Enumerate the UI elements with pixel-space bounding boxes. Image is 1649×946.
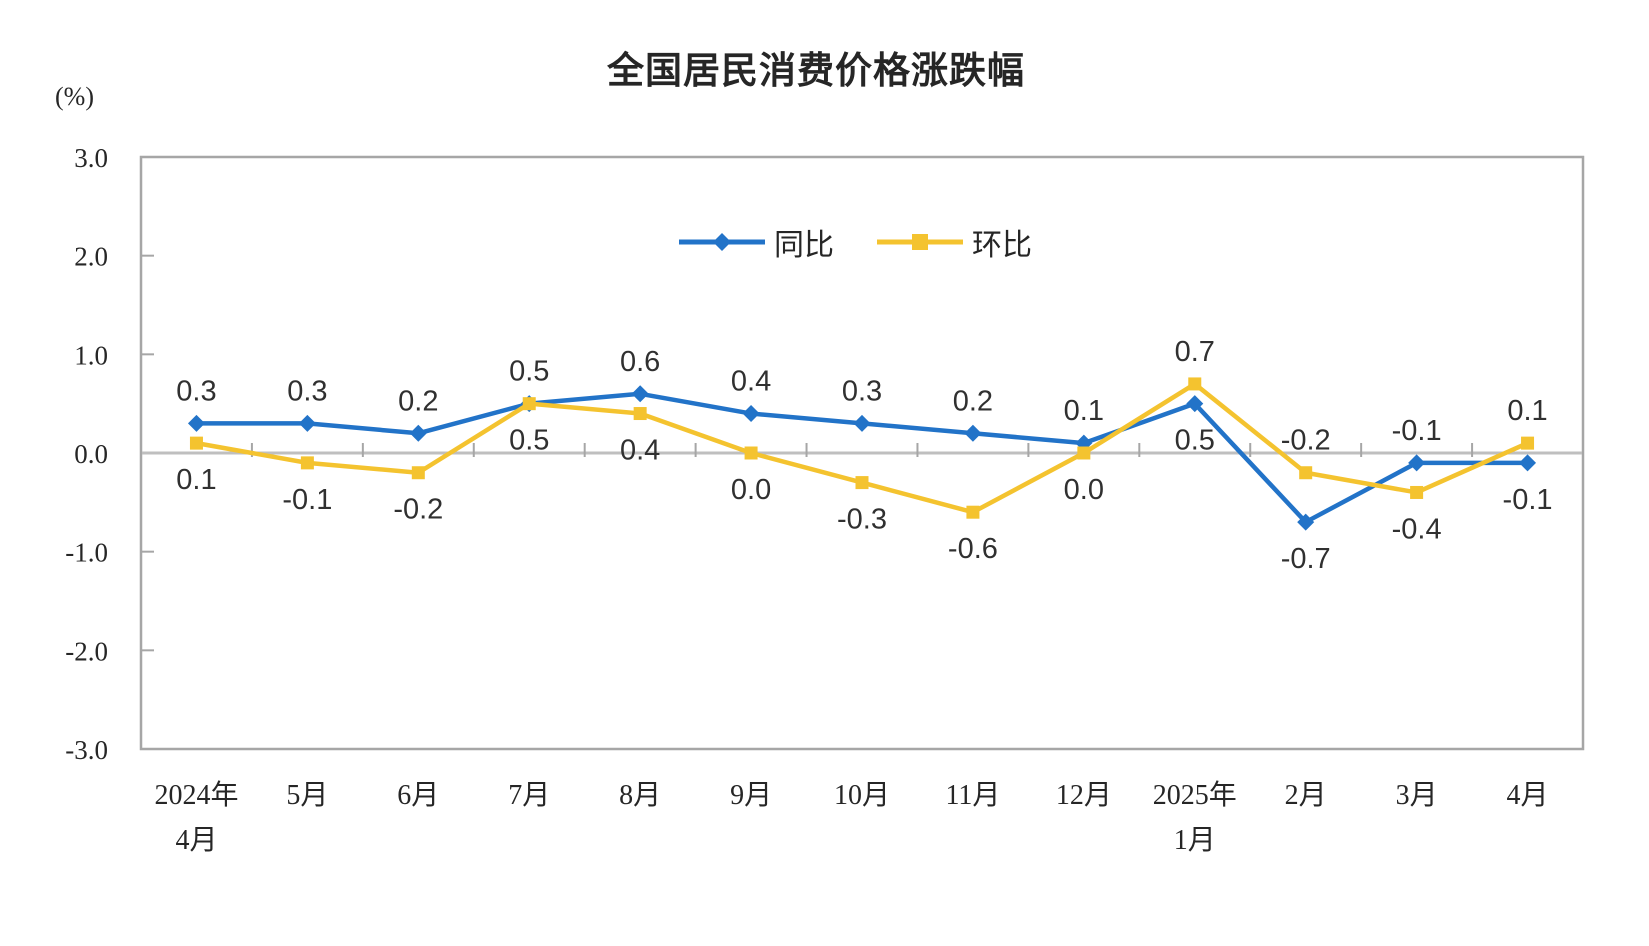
y-tick-label: 0.0 bbox=[74, 439, 108, 469]
data-label-yoy: 0.2 bbox=[953, 385, 993, 417]
marker-square bbox=[411, 466, 425, 480]
marker-square bbox=[855, 476, 869, 490]
marker-square bbox=[1077, 446, 1091, 460]
marker-diamond bbox=[853, 414, 871, 432]
y-axis-unit-label: (%) bbox=[55, 82, 94, 111]
data-label-mom: -0.1 bbox=[282, 484, 332, 516]
marker-diamond bbox=[742, 405, 760, 423]
data-label-mom: -0.2 bbox=[1281, 425, 1331, 457]
category-label: 3月 bbox=[1396, 780, 1438, 811]
marker-diamond bbox=[631, 385, 649, 403]
marker-square bbox=[1521, 436, 1535, 450]
category-label: 2月 bbox=[1285, 780, 1327, 811]
data-label-yoy: 0.4 bbox=[731, 366, 771, 398]
marker-square bbox=[1410, 485, 1424, 499]
category-label: 4月 bbox=[1507, 780, 1549, 811]
data-label-mom: 0.1 bbox=[176, 464, 216, 496]
marker-square bbox=[522, 397, 536, 411]
data-label-mom: -0.3 bbox=[837, 504, 887, 536]
y-tick-label: 2.0 bbox=[74, 242, 108, 272]
data-label-mom: -0.2 bbox=[393, 494, 443, 526]
data-label-mom: 0.0 bbox=[731, 474, 771, 506]
data-label-yoy: 0.1 bbox=[1064, 395, 1104, 427]
data-label-yoy: 0.3 bbox=[176, 375, 216, 407]
y-tick-label: 3.0 bbox=[74, 143, 108, 173]
y-tick-label: -1.0 bbox=[65, 538, 108, 568]
category-label: 6月 bbox=[397, 780, 439, 811]
mom-line-swatch bbox=[877, 234, 963, 250]
marker-diamond bbox=[1297, 513, 1315, 531]
marker-square bbox=[633, 407, 647, 421]
y-tick-label: -2.0 bbox=[65, 636, 108, 666]
data-label-yoy: 0.2 bbox=[398, 385, 438, 417]
marker-square bbox=[966, 505, 980, 519]
data-label-yoy: 0.6 bbox=[620, 346, 660, 378]
data-label-mom: 0.1 bbox=[1507, 395, 1547, 427]
marker-square bbox=[1188, 377, 1202, 391]
chart-title: 全国居民消费价格涨跌幅 bbox=[607, 50, 1025, 91]
marker-square bbox=[744, 446, 758, 460]
data-label-yoy: 0.3 bbox=[842, 375, 882, 407]
category-label: 2025年 bbox=[1153, 779, 1237, 811]
category-label: 9月 bbox=[730, 780, 772, 811]
marker-square bbox=[1299, 466, 1313, 480]
data-label-yoy: 0.3 bbox=[287, 375, 327, 407]
y-tick-label: 1.0 bbox=[74, 340, 108, 370]
y-tick-label: -3.0 bbox=[65, 735, 108, 765]
category-label: 8月 bbox=[619, 780, 661, 811]
marker-diamond bbox=[1519, 454, 1537, 472]
data-label-yoy: 0.5 bbox=[1175, 425, 1215, 457]
category-label: 4月 bbox=[175, 825, 217, 856]
marker-diamond bbox=[187, 414, 205, 432]
marker-diamond bbox=[1186, 395, 1204, 413]
marker-diamond bbox=[1408, 454, 1426, 472]
data-label-yoy: 0.5 bbox=[509, 356, 549, 388]
data-label-yoy: -0.1 bbox=[1392, 415, 1442, 447]
data-label-mom: 0.4 bbox=[620, 435, 660, 467]
legend-label-mom: 环比 bbox=[972, 229, 1032, 262]
data-label-mom: 0.5 bbox=[509, 425, 549, 457]
data-label-yoy: -0.1 bbox=[1503, 484, 1553, 516]
category-label: 11月 bbox=[945, 780, 1000, 811]
legend-item-yoy: 同比 bbox=[678, 220, 834, 264]
yoy-line-swatch bbox=[679, 233, 765, 251]
category-label: 5月 bbox=[286, 780, 328, 811]
legend: 同比 环比 bbox=[678, 220, 1032, 264]
data-label-mom: -0.6 bbox=[948, 533, 998, 565]
legend-item-mom: 环比 bbox=[876, 220, 1032, 264]
data-label-mom: 0.0 bbox=[1064, 474, 1104, 506]
category-label: 10月 bbox=[834, 780, 890, 811]
marker-diamond bbox=[964, 424, 982, 442]
category-label: 2024年 bbox=[154, 779, 238, 811]
category-label: 1月 bbox=[1174, 825, 1216, 856]
data-label-mom: 0.7 bbox=[1175, 336, 1215, 368]
marker-square bbox=[189, 436, 203, 450]
legend-label-yoy: 同比 bbox=[774, 229, 834, 262]
marker-diamond bbox=[409, 424, 427, 442]
category-label: 7月 bbox=[508, 780, 550, 811]
marker-diamond bbox=[298, 414, 316, 432]
category-label: 12月 bbox=[1056, 780, 1112, 811]
marker-square bbox=[300, 456, 314, 470]
data-label-mom: -0.4 bbox=[1392, 513, 1442, 545]
data-label-yoy: -0.7 bbox=[1281, 543, 1331, 575]
